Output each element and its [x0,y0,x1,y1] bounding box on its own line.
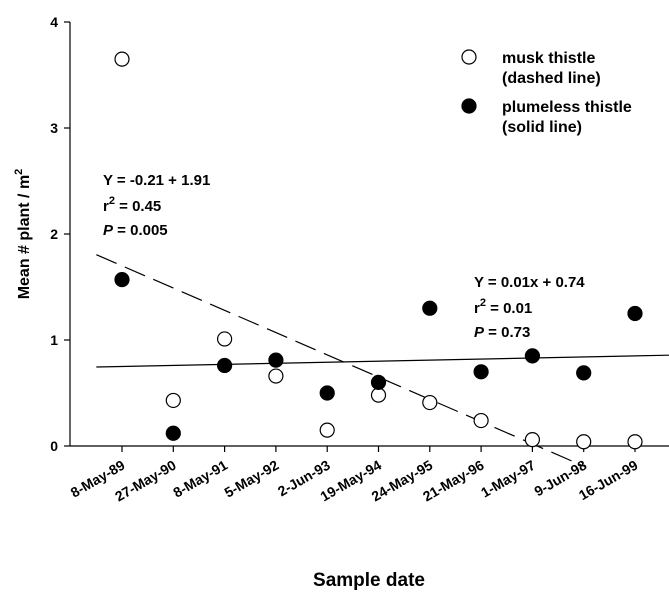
point-musk-thistle [114,51,130,67]
point-plumeless-thistle [422,300,438,316]
point-musk-thistle [370,387,387,403]
legend-label: musk thistle [502,50,595,67]
y-axis-title-text: Mean # plant / m [16,175,33,299]
x-tick-label: 5-May-92 [222,457,282,501]
point-musk-thistle [627,434,643,450]
point-musk-thistle [165,392,181,409]
point-musk-thistle [268,368,284,384]
point-plumeless-thistle [576,365,592,381]
p-value-symbol: P [474,324,485,341]
y-axis-title-superscript: 2 [13,169,25,175]
r-squared: r2 = 0.01 [474,297,532,317]
r-squared-superscript: 2 [109,195,115,207]
legend-sublabel: (dashed line) [502,70,601,87]
r-squared-value: = 0.01 [486,300,532,317]
legend-label: plumeless thistle [502,99,632,116]
point-plumeless-thistle [473,364,489,380]
r-squared-superscript: 2 [480,297,486,309]
regression-line-solid [96,354,669,368]
point-musk-thistle [576,434,592,450]
point-plumeless-thistle [319,385,335,401]
legend-marker [461,49,477,65]
point-musk-thistle [319,422,335,438]
data-points [114,51,643,450]
legend-marker [461,98,477,114]
point-plumeless-thistle [370,374,387,390]
point-plumeless-thistle [217,357,233,374]
y-tick-label: 1 [50,332,58,348]
p-value-number: = 0.005 [113,222,168,239]
x-tick-label: 8-May-91 [170,457,230,501]
point-musk-thistle [524,432,541,448]
y-axis-title: Mean # plant / m2 [13,169,33,300]
r-squared-value: = 0.45 [115,198,161,215]
x-tick-label: 1-May-97 [478,457,538,501]
point-plumeless-thistle [114,271,130,288]
r-squared-symbol: r [474,300,480,317]
y-tick-label: 3 [50,120,58,136]
p-value-number: = 0.73 [484,324,530,341]
r-squared: r2 = 0.45 [103,195,161,215]
point-plumeless-thistle [268,352,284,368]
legend-sublabel: (solid line) [502,119,582,136]
r-squared-symbol: r [103,198,109,215]
p-value: P = 0.005 [103,222,168,239]
regression-line-dashed [96,254,584,467]
y-tick-label: 2 [50,226,58,242]
y-tick-label: 4 [50,14,58,30]
regression-equation: Y = 0.01x + 0.74 [474,274,585,291]
y-tick-label: 0 [50,438,58,454]
regression-equation: Y = -0.21 + 1.91 [103,172,210,189]
regression-lines [96,254,669,467]
point-musk-thistle [422,394,438,411]
point-plumeless-thistle [627,305,643,322]
x-tick-label: 16-Jun-99 [576,457,641,504]
point-plumeless-thistle [524,348,541,364]
point-musk-thistle [473,412,489,429]
legend: musk thistle (dashed line) plumeless thist… [461,49,632,136]
p-value: P = 0.73 [474,324,530,341]
point-plumeless-thistle [165,425,181,441]
x-axis-title: Sample date [313,570,425,591]
point-musk-thistle [217,331,233,347]
p-value-symbol: P [103,222,114,239]
